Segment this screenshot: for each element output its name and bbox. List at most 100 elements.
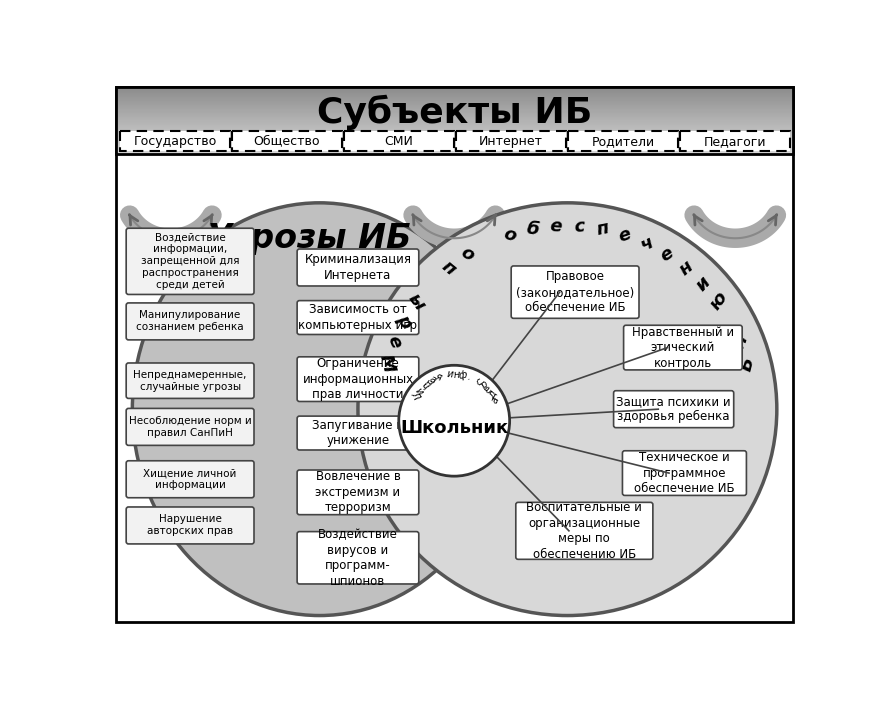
Text: Государство: Государство (133, 135, 216, 147)
Text: Правовое
(законодательное)
обеспечение ИБ: Правовое (законодательное) обеспечение И… (516, 270, 633, 314)
Bar (116, 133, 792, 134)
Text: Техническое и
программное
обеспечение ИБ: Техническое и программное обеспечение ИБ (633, 451, 734, 495)
Text: .: . (465, 371, 470, 382)
Text: Защита психики и
здоровья ребенка: Защита психики и здоровья ребенка (616, 395, 730, 423)
Text: е: е (482, 384, 494, 395)
Text: Общество: Общество (253, 135, 320, 147)
Bar (116, 145, 792, 146)
Bar (116, 137, 792, 138)
Bar (116, 144, 792, 145)
Text: б: б (524, 219, 540, 239)
Bar (116, 131, 792, 132)
FancyBboxPatch shape (680, 131, 789, 151)
FancyBboxPatch shape (510, 266, 638, 318)
Bar (116, 131, 792, 133)
FancyBboxPatch shape (126, 507, 253, 544)
Text: и: и (692, 273, 713, 295)
Text: с: с (474, 376, 484, 388)
Text: п: п (438, 257, 459, 279)
Text: И: И (728, 331, 751, 352)
Text: а: а (489, 395, 501, 404)
Text: М: М (376, 352, 398, 374)
Bar (116, 125, 792, 126)
Text: ф: ф (457, 369, 467, 381)
Bar (116, 106, 792, 107)
Text: н: н (675, 257, 696, 279)
Bar (116, 138, 792, 140)
Text: а: а (427, 374, 438, 385)
Bar (116, 128, 792, 130)
Bar (116, 115, 792, 117)
FancyBboxPatch shape (623, 325, 742, 370)
Text: Интернет: Интернет (478, 135, 542, 147)
Bar (116, 107, 792, 109)
Bar (116, 124, 792, 125)
Text: ы: ы (404, 290, 428, 313)
Ellipse shape (358, 203, 776, 616)
Text: Манипулирование
сознанием ребенка: Манипулирование сознанием ребенка (136, 310, 244, 333)
Text: ю: ю (705, 289, 730, 314)
Text: Зависимость от
компьютерных игр: Зависимость от компьютерных игр (298, 303, 417, 332)
Bar (116, 133, 792, 135)
Bar (116, 140, 792, 142)
Text: о: о (501, 225, 518, 246)
Bar (116, 136, 792, 138)
Bar (116, 127, 792, 128)
Bar (116, 146, 792, 147)
Bar (116, 100, 792, 102)
Bar (116, 96, 792, 98)
Bar (116, 126, 792, 128)
Bar (116, 149, 792, 151)
Text: Школьник: Школьник (400, 419, 508, 437)
Bar (116, 102, 792, 105)
Bar (116, 92, 792, 93)
Bar (116, 98, 792, 100)
Bar (116, 94, 792, 95)
Bar (116, 102, 792, 103)
FancyBboxPatch shape (232, 131, 341, 151)
Text: ч: ч (636, 232, 656, 254)
Bar (116, 87, 792, 89)
Bar (116, 147, 792, 148)
Text: Несоблюдение норм и
правил СанПиН: Несоблюдение норм и правил СанПиН (128, 416, 252, 438)
Text: СМИ: СМИ (385, 135, 413, 147)
Text: Воздействие
вирусов и
программ-
шпионов: Воздействие вирусов и программ- шпионов (318, 528, 398, 588)
Text: Б: Б (736, 355, 758, 373)
Bar (116, 152, 792, 154)
FancyBboxPatch shape (622, 451, 746, 496)
Bar (116, 117, 792, 119)
Text: Вовлечение в
экстремизм и
терроризм: Вовлечение в экстремизм и терроризм (315, 470, 400, 515)
FancyBboxPatch shape (126, 303, 253, 340)
FancyBboxPatch shape (297, 357, 418, 402)
Bar (116, 105, 792, 107)
Bar (116, 123, 792, 124)
Text: Л: Л (408, 390, 421, 402)
Text: о: о (457, 244, 477, 265)
FancyBboxPatch shape (120, 131, 229, 151)
FancyBboxPatch shape (126, 228, 253, 294)
Bar (116, 141, 792, 143)
Bar (116, 118, 792, 120)
Text: Запугивание и
унижение: Запугивание и унижение (312, 419, 403, 447)
FancyBboxPatch shape (516, 503, 652, 559)
Text: Непреднамеренные,
случайные угрозы: Непреднамеренные, случайные угрозы (133, 370, 246, 392)
Text: н: н (422, 377, 432, 389)
Text: н: н (453, 369, 459, 380)
FancyBboxPatch shape (126, 363, 253, 399)
Bar (116, 87, 792, 154)
Text: ч: ч (417, 381, 428, 392)
FancyBboxPatch shape (126, 461, 253, 498)
Text: п: п (594, 219, 610, 239)
Bar (116, 114, 792, 115)
Bar (116, 148, 792, 150)
Bar (116, 121, 792, 123)
FancyBboxPatch shape (568, 131, 677, 151)
Bar (116, 98, 792, 99)
Text: Нарушение
авторских прав: Нарушение авторских прав (147, 515, 233, 536)
Text: я: я (433, 371, 442, 383)
Text: Воздействие
информации,
запрещенной для
распространения
среди детей: Воздействие информации, запрещенной для … (141, 232, 239, 291)
Bar (116, 143, 792, 144)
Bar (116, 152, 792, 153)
Text: е: е (616, 225, 633, 245)
Text: с: с (572, 217, 584, 236)
